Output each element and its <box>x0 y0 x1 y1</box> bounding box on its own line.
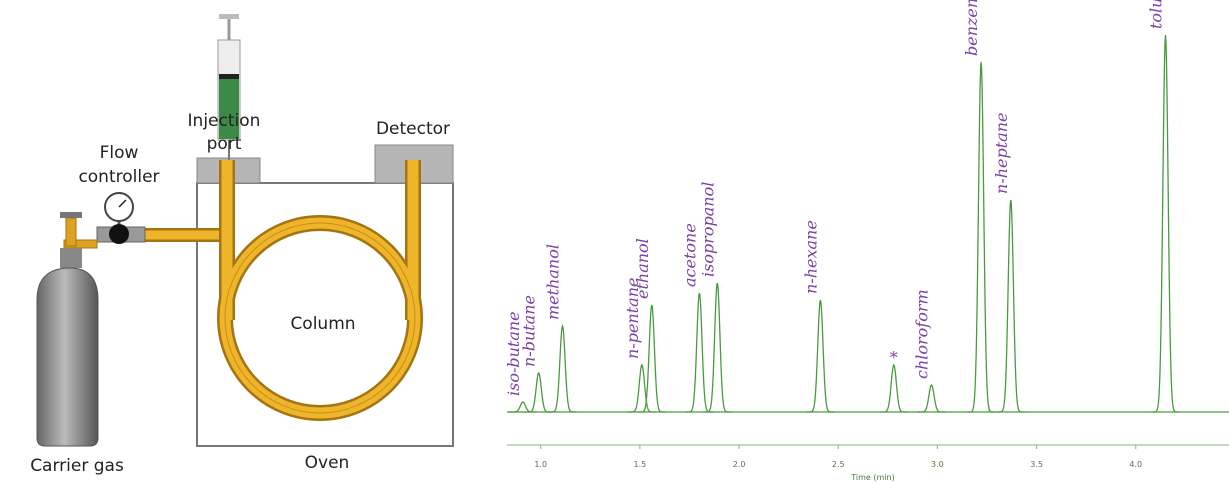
flow-controller <box>96 192 146 244</box>
peak-label: iso-butane <box>504 311 523 396</box>
carrier-gas-label: Carrier gas <box>30 456 124 476</box>
x-tick-label: 2.0 <box>733 460 746 469</box>
peak <box>508 401 537 413</box>
injection-label: port <box>207 134 242 154</box>
column <box>217 160 423 421</box>
detector-label: Detector <box>376 119 450 139</box>
peak <box>879 363 908 413</box>
peak <box>548 323 577 413</box>
x-tick-label: 3.5 <box>1030 460 1043 469</box>
oven-label: Oven <box>305 453 350 473</box>
peak <box>703 282 732 413</box>
gc-diagram: Injection port Detector Flow controller … <box>30 14 454 476</box>
peak-label: n-pentane <box>623 278 642 359</box>
peak <box>967 61 996 413</box>
peak <box>524 371 553 413</box>
x-tick-label: 4.0 <box>1129 460 1142 469</box>
peak <box>1151 34 1180 413</box>
peak <box>637 304 666 413</box>
peak-label: n-hexane <box>801 220 820 294</box>
peak <box>806 299 835 413</box>
peak <box>917 384 946 413</box>
flow-controller-label: controller <box>78 167 159 187</box>
peak-label: toluene <box>1147 0 1166 29</box>
gas-cylinder <box>36 212 99 447</box>
x-axis-label: Time (min) <box>850 473 894 482</box>
flow-controller-label: Flow <box>100 143 139 163</box>
peak-label: n-butane <box>520 295 539 367</box>
x-tick-label: 3.0 <box>931 460 944 469</box>
peak-label: n-heptane <box>992 113 1011 194</box>
peak-label: benzene <box>962 0 981 56</box>
chromatogram: 1.0 1.5 2.0 2.5 3.0 3.5 4.0 Time (min) iso-butan… <box>504 0 1229 482</box>
syringe <box>217 14 241 160</box>
peak-label: acetone <box>680 223 699 287</box>
peak <box>685 292 714 413</box>
peak <box>627 363 656 413</box>
peak-label: * <box>890 348 898 367</box>
peak-label: ethanol <box>633 238 652 299</box>
peak-label: chloroform <box>912 289 931 379</box>
column-label: Column <box>290 314 355 334</box>
injection-label: Injection <box>188 111 261 131</box>
x-tick-label: 1.0 <box>534 460 547 469</box>
peak-label: methanol <box>544 244 563 320</box>
peak-label: isopropanol <box>698 182 717 277</box>
x-tick-label: 1.5 <box>634 460 647 469</box>
peak <box>996 199 1025 413</box>
x-tick-label: 2.5 <box>832 460 845 469</box>
